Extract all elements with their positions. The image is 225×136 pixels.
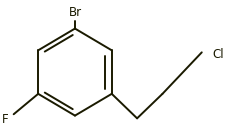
Text: Br: Br: [68, 6, 81, 19]
Text: F: F: [2, 113, 8, 126]
Text: Cl: Cl: [212, 48, 223, 61]
